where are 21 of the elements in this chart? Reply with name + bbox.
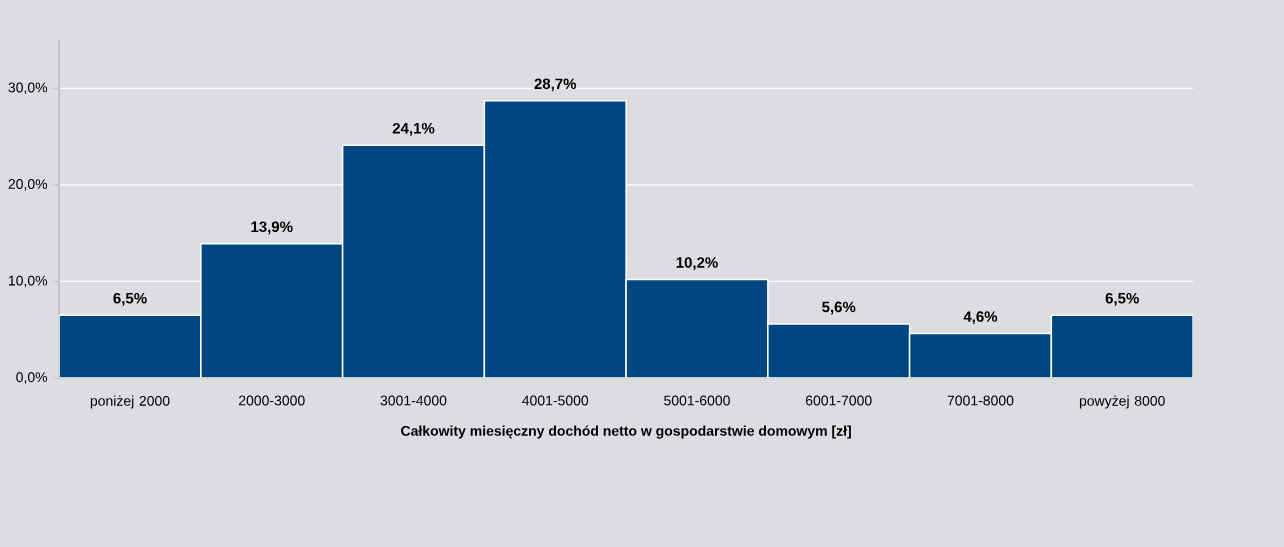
x-tick-label: 2000-3000 bbox=[238, 395, 305, 406]
x-tick-label: 4001-5000 bbox=[522, 395, 589, 406]
x-tick-label: 7001-8000 bbox=[947, 395, 1014, 406]
y-tick-label: 30,0% bbox=[8, 82, 48, 95]
x-tick-label: poniżej 2000 bbox=[90, 395, 170, 409]
data-label: 10,2% bbox=[676, 257, 718, 270]
x-tick-label: 5001-6000 bbox=[664, 395, 730, 406]
y-tick-label: 0,0% bbox=[16, 372, 48, 384]
x-axis-title: Całkowity miesięczny dochód netto w gospodarstwie domowym [zł] bbox=[401, 425, 851, 439]
data-label: 13,9% bbox=[251, 221, 293, 235]
x-tick-label: 3001-4000 bbox=[380, 395, 447, 406]
data-label: 6,5% bbox=[1105, 292, 1139, 306]
x-tick-label: 6001-7000 bbox=[805, 395, 872, 406]
data-label: 24,1% bbox=[392, 122, 435, 136]
y-tick-label: 20,0% bbox=[8, 179, 48, 191]
y-tick-label: 10,0% bbox=[8, 275, 48, 288]
data-label: 5,6% bbox=[822, 301, 856, 315]
data-label: 28,7% bbox=[534, 78, 577, 92]
data-label: 6,5% bbox=[113, 292, 147, 306]
x-tick-label: powyżej 8000 bbox=[1079, 395, 1165, 409]
data-label: 4,6% bbox=[963, 311, 998, 325]
